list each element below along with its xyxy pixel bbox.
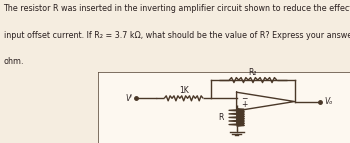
Text: +: + (241, 100, 247, 109)
Text: R: R (219, 113, 224, 122)
Text: input offset current. If R₂ = 3.7 kΩ, what should be the value of R? Express you: input offset current. If R₂ = 3.7 kΩ, wh… (4, 31, 350, 40)
Text: −: − (241, 94, 247, 103)
Text: 1K: 1K (179, 86, 189, 95)
Text: Vᴵ: Vᴵ (125, 94, 132, 103)
Text: ohm.: ohm. (4, 57, 24, 66)
Text: Vₒ: Vₒ (325, 97, 333, 106)
Text: R₂: R₂ (249, 67, 257, 77)
Text: The resistor R was inserted in the inverting amplifier circuit shown to reduce t: The resistor R was inserted in the inver… (4, 4, 350, 13)
